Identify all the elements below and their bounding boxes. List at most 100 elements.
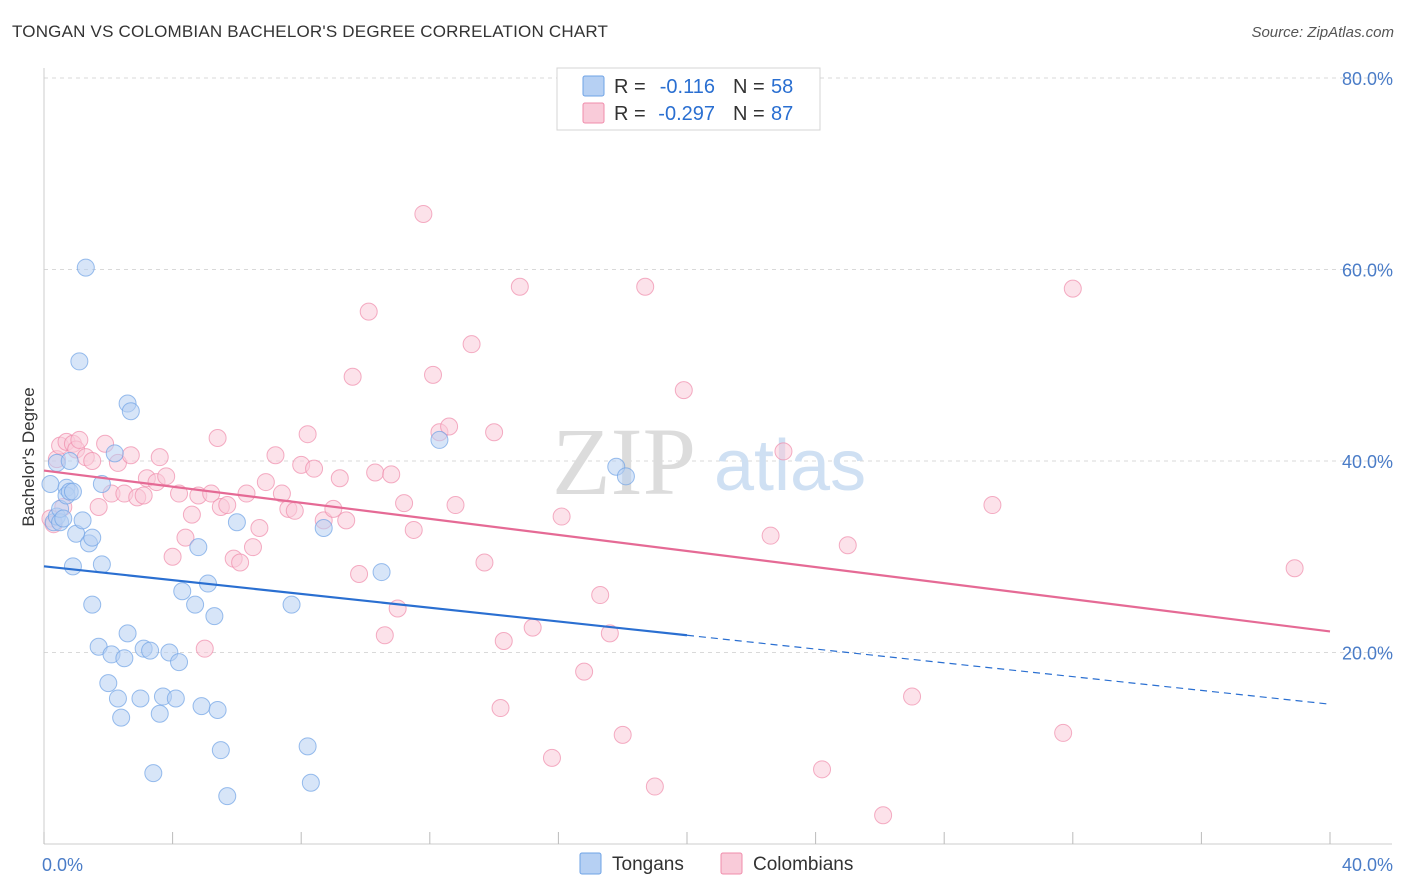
tongan-point bbox=[616, 467, 635, 486]
colombian-point bbox=[600, 624, 619, 643]
tongan-point bbox=[144, 764, 163, 783]
x-tick-label: 40.0% bbox=[1342, 855, 1393, 875]
tongan-point bbox=[218, 787, 237, 806]
colombian-point bbox=[70, 430, 89, 449]
colombian-point bbox=[510, 277, 529, 296]
colombian-point bbox=[903, 687, 922, 706]
tongan-point bbox=[73, 511, 92, 530]
colombian-point bbox=[266, 446, 285, 465]
colombian-point bbox=[542, 748, 561, 767]
x-tick-label: 0.0% bbox=[42, 855, 83, 875]
colombian-point bbox=[134, 486, 153, 505]
colombian-point bbox=[272, 484, 291, 503]
colombian-point bbox=[485, 423, 504, 442]
colombian-point bbox=[243, 538, 262, 557]
colombian-point bbox=[424, 365, 443, 384]
colombian-point bbox=[613, 725, 632, 744]
colombian-point bbox=[121, 446, 140, 465]
tongan-point bbox=[92, 555, 111, 574]
tongan-point bbox=[314, 519, 333, 538]
colombian-point bbox=[366, 463, 385, 482]
tongan-point bbox=[41, 474, 60, 493]
series-legend: Tongans Colombians bbox=[579, 852, 853, 875]
tongan-point bbox=[166, 689, 185, 708]
colombian-point bbox=[337, 511, 356, 530]
colombian-point bbox=[89, 497, 108, 516]
tongan-point bbox=[92, 474, 111, 493]
colombian-trend-line bbox=[43, 469, 1331, 633]
colombian-point bbox=[575, 662, 594, 681]
tongan-trend-line bbox=[43, 565, 688, 637]
colombian-point bbox=[250, 519, 269, 538]
colombian-point bbox=[475, 553, 494, 572]
watermark-zip: ZIP bbox=[552, 408, 696, 515]
tongan-point bbox=[282, 595, 301, 614]
bottom-legend-swatch-tongans bbox=[579, 852, 602, 875]
colombian-point bbox=[343, 367, 362, 386]
colombian-point bbox=[552, 507, 571, 526]
tongan-point bbox=[189, 538, 208, 557]
colombian-point bbox=[375, 626, 394, 645]
legend-n-value-colombians: 87 bbox=[771, 103, 793, 125]
tongan-point bbox=[372, 563, 391, 582]
tongan-point bbox=[150, 704, 169, 723]
colombian-point bbox=[150, 448, 169, 467]
tongan-point bbox=[227, 513, 246, 532]
tongan-point bbox=[170, 653, 189, 672]
bottom-legend-swatch-colombians bbox=[720, 852, 743, 875]
tongan-point bbox=[70, 352, 89, 371]
tongan-point bbox=[54, 509, 73, 528]
tongan-point bbox=[301, 773, 320, 792]
colombian-point bbox=[1054, 723, 1073, 742]
tongan-point bbox=[105, 444, 124, 463]
y-axis-label: Bachelor's Degree bbox=[19, 387, 38, 526]
tongan-point bbox=[430, 430, 449, 449]
tick-labels: 20.0% 40.0% 60.0% 80.0% 0.0% 40.0% bbox=[42, 69, 1393, 875]
colombian-point bbox=[440, 417, 459, 436]
y-tick-label: 60.0% bbox=[1342, 261, 1393, 281]
tongan-point bbox=[131, 689, 150, 708]
colombian-point bbox=[305, 459, 324, 478]
colombian-point bbox=[298, 425, 317, 444]
tongan-point bbox=[192, 697, 211, 716]
colombian-point bbox=[1285, 559, 1304, 578]
tongan-trend-extension bbox=[686, 634, 1331, 705]
tongan-point bbox=[63, 482, 82, 501]
colombian-point bbox=[674, 381, 693, 400]
bottom-legend-label-colombians: Colombians bbox=[753, 854, 853, 875]
colombian-point bbox=[218, 496, 237, 515]
tongan-point bbox=[205, 607, 224, 626]
colombian-point bbox=[414, 204, 433, 223]
colombian-point bbox=[83, 452, 102, 470]
colombian-point bbox=[636, 277, 655, 296]
legend-r-value-colombians: -0.297 bbox=[658, 103, 715, 125]
chart-title: TONGAN VS COLOMBIAN BACHELOR'S DEGREE CO… bbox=[12, 22, 609, 41]
legend-n-value-tongans: 58 bbox=[771, 76, 793, 98]
colombian-point bbox=[382, 465, 401, 484]
legend-swatch-colombians bbox=[582, 102, 605, 124]
legend-r-value-tongans: -0.116 bbox=[660, 76, 715, 98]
bottom-legend-label-tongans: Tongans bbox=[612, 854, 684, 875]
colombian-point bbox=[761, 526, 780, 545]
colombian-point bbox=[1063, 279, 1082, 298]
y-tick-label: 40.0% bbox=[1342, 452, 1393, 472]
tongan-point bbox=[121, 402, 140, 421]
tongan-point bbox=[115, 649, 134, 668]
colombian-point bbox=[176, 528, 195, 547]
colombian-point bbox=[359, 302, 378, 321]
tongan-point bbox=[208, 700, 227, 719]
tongan-point bbox=[298, 737, 317, 756]
watermark-atlas: atlas bbox=[714, 426, 866, 506]
colombian-point bbox=[182, 505, 201, 524]
tongan-point bbox=[112, 708, 131, 727]
colombian-point bbox=[395, 494, 414, 513]
legend-r-label-tongans: R = bbox=[614, 76, 646, 98]
colombian-point bbox=[983, 496, 1002, 515]
trend-lines bbox=[43, 469, 1331, 705]
colombian-point bbox=[774, 442, 793, 461]
colombian-point bbox=[874, 806, 893, 825]
data-points bbox=[41, 204, 1304, 825]
tongan-point bbox=[63, 557, 82, 576]
tongan-point bbox=[173, 582, 192, 601]
colombian-point bbox=[231, 553, 250, 572]
